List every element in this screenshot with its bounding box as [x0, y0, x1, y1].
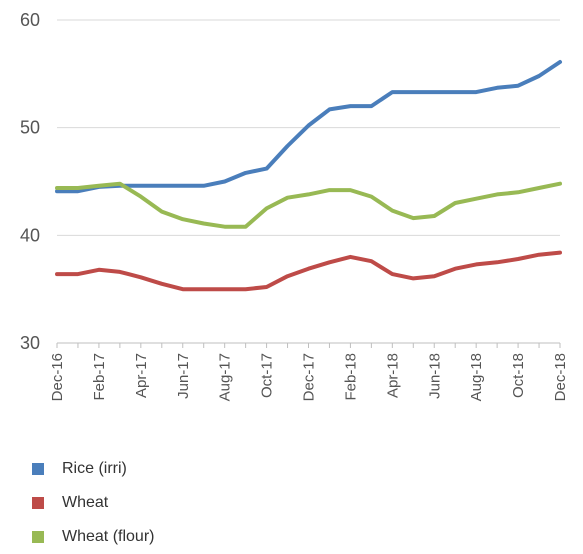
legend-label: Wheat (flour)	[62, 528, 155, 545]
legend-swatch-wheat-flour	[32, 531, 44, 543]
legend-label: Rice (irri)	[62, 460, 127, 477]
x-tick-label: Feb-17	[91, 353, 108, 401]
x-tick-label: Jun-17	[175, 353, 192, 399]
legend-swatch-wheat	[32, 497, 44, 509]
x-tick-label: Feb-18	[342, 353, 359, 401]
x-tick-label: Dec-16	[49, 353, 66, 401]
x-tick-label: Apr-17	[133, 353, 150, 398]
y-tick-label: 30	[20, 333, 40, 353]
x-tick-label: Aug-18	[468, 353, 485, 401]
y-tick-label: 60	[20, 10, 40, 30]
line-chart: 30 40 50 60 Dec-16 Feb-17 Apr-17 Jun-17 Aug-17 O…	[20, 10, 569, 401]
x-tick-label: Apr-18	[384, 353, 401, 398]
y-tick-label: 40	[20, 225, 40, 245]
legend-item-wheat-flour: Wheat (flour)	[32, 520, 154, 554]
x-tick-label: Dec-18	[552, 353, 569, 401]
y-axis-tick-labels: 30 40 50 60	[20, 10, 40, 353]
x-tick-label: Oct-18	[510, 353, 527, 398]
x-tick-label: Aug-17	[217, 353, 234, 401]
series-line-wheat-flour	[55, 181, 562, 229]
legend-swatch-rice-irri	[32, 463, 44, 475]
x-axis: Dec-16 Feb-17 Apr-17 Jun-17 Aug-17 Oct-17 Dec-…	[49, 343, 569, 401]
legend: Rice (irri) Wheat Wheat (flour)	[32, 452, 154, 554]
legend-item-rice-irri: Rice (irri)	[32, 452, 154, 486]
x-tick-label: Dec-17	[301, 353, 318, 401]
legend-item-wheat: Wheat	[32, 486, 154, 520]
x-tick-label: Oct-17	[259, 353, 276, 398]
legend-label: Wheat	[62, 494, 109, 511]
gridlines	[57, 19, 560, 344]
series-line-wheat	[55, 250, 562, 292]
series-lines	[55, 60, 562, 292]
y-tick-label: 50	[20, 118, 40, 138]
x-tick-label: Jun-18	[426, 353, 443, 399]
series-line-rice-irri	[55, 60, 562, 194]
